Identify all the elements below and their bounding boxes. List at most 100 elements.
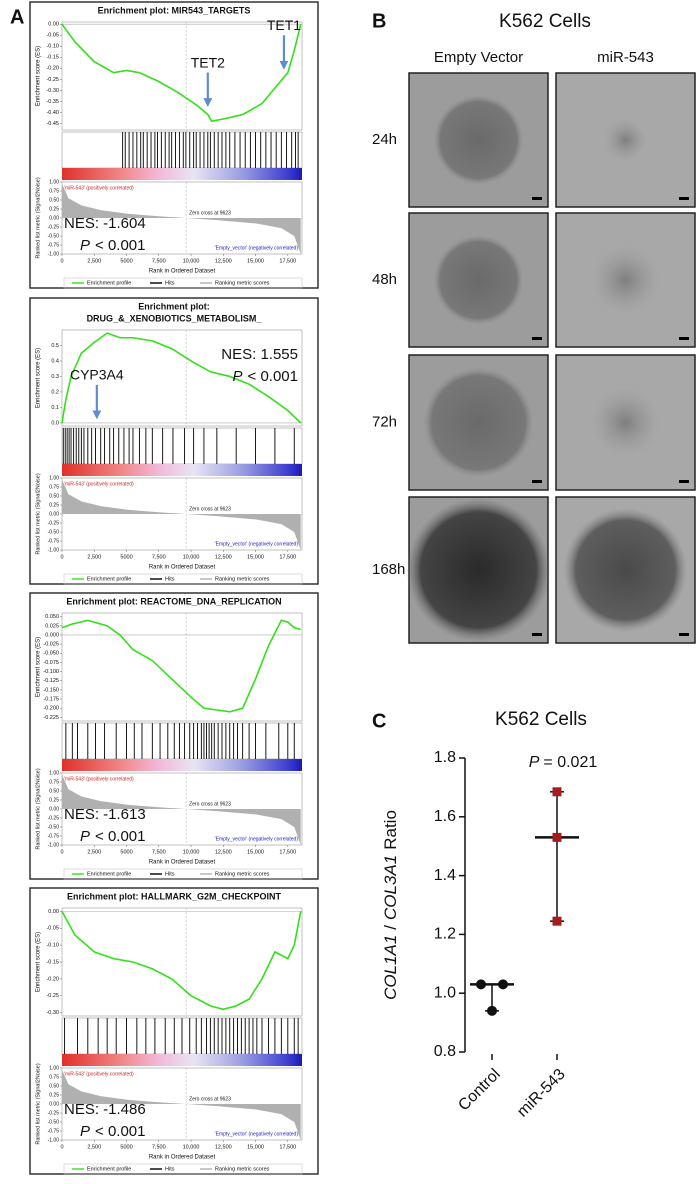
- x-tick-label: 5000: [120, 1144, 132, 1150]
- x-tick-label: 12,500: [215, 554, 232, 560]
- y-axis-label: Enrichment score (ES): [36, 932, 42, 992]
- y-tick-label: -0.05: [46, 926, 59, 932]
- ranking-metric: [62, 479, 301, 550]
- y-tick-label: 1.4: [434, 867, 456, 884]
- annotation-negative: 'Empty_vector' (negatively correlated): [215, 836, 299, 842]
- x-tick-label: 10,000: [183, 554, 200, 560]
- annotation-zero: Zero cross at 9623: [189, 506, 231, 512]
- p-text: = 0.021: [543, 754, 597, 771]
- y2-tick-label: 0.00: [49, 1101, 59, 1107]
- nes-label: NES: -1.613: [64, 806, 146, 823]
- y2-tick-label: -0.50: [48, 233, 60, 239]
- arrow-label: TET2: [191, 54, 225, 70]
- scale-bar: [532, 633, 542, 636]
- y-tick-label: -0.35: [46, 99, 59, 105]
- annotation-zero: Zero cross at 9623: [189, 1096, 231, 1102]
- y2-tick-label: -0.50: [48, 529, 60, 535]
- y2-tick-label: -0.75: [48, 538, 60, 544]
- annotation-positive: 'miR-543' (positively correlated): [64, 776, 134, 782]
- y-tick-label: -0.25: [46, 77, 59, 83]
- y2-tick-label: -0.25: [48, 815, 60, 821]
- plot-frame: [61, 612, 303, 722]
- y-axis-label: Enrichment score (ES): [36, 46, 42, 106]
- hits-frame: [61, 427, 303, 465]
- legend-label: Ranking metric scores: [215, 1166, 270, 1172]
- y2-tick-label: 0.50: [49, 1083, 59, 1089]
- x-tick-label: 5000: [120, 258, 132, 264]
- spheroid: [433, 235, 524, 325]
- y2-tick-label: -1.00: [48, 251, 60, 257]
- y-tick-label: 1.0: [434, 984, 456, 1001]
- spheroid: [603, 118, 648, 162]
- y-tick-label: -0.15: [46, 55, 59, 61]
- row-label: 72h: [372, 413, 397, 430]
- y2-tick-label: 0.50: [49, 788, 59, 794]
- x-tick-label: Control: [455, 1066, 504, 1115]
- x-tick-label: 12,500: [215, 258, 232, 264]
- y2-axis-label: Ranked list metric (Signal2Noise): [35, 473, 41, 554]
- scale-bar: [532, 197, 542, 200]
- x-tick-label: 17,500: [279, 258, 296, 264]
- p-text: < 0.001: [248, 368, 298, 385]
- x-axis-label: Rank in Ordered Dataset: [149, 269, 216, 275]
- p-text: < 0.001: [95, 1123, 145, 1140]
- y2-tick-label: 0.75: [49, 779, 59, 785]
- spheroid: [590, 245, 661, 315]
- legend-label: Ranking metric scores: [215, 871, 270, 877]
- legend-label: Enrichment profile: [87, 576, 131, 582]
- y2-tick-label: 0.25: [49, 206, 59, 212]
- annotation-negative: 'Empty_vector' (negatively correlated): [215, 541, 299, 547]
- rank-colorbar: [62, 759, 302, 771]
- y2-tick-label: 0.50: [49, 493, 59, 499]
- y-tick-label: -0.40: [46, 110, 59, 116]
- y-tick-label: -0.45: [46, 121, 59, 127]
- x-tick-label: 2,500: [87, 258, 101, 264]
- annotation-negative: 'Empty_vector' (negatively correlated): [215, 1131, 299, 1137]
- panel-label: C: [372, 710, 386, 732]
- legend-frame: [63, 573, 303, 585]
- x-tick-label: 7,500: [152, 849, 166, 855]
- y2-tick-label: -0.75: [48, 1128, 60, 1134]
- y-axis-label: Enrichment score (ES): [36, 637, 42, 697]
- y-tick-label: 0.00: [48, 22, 59, 28]
- y2-tick-label: -1.00: [48, 842, 60, 848]
- chart-title: Enrichment plot:: [138, 301, 210, 311]
- spheroid: [406, 498, 551, 642]
- spheroid: [590, 387, 661, 458]
- x-tick-label: 5000: [120, 554, 132, 560]
- y2-tick-label: 0.00: [49, 215, 59, 221]
- y-tick-label: -0.225: [43, 715, 59, 721]
- row-label: 48h: [372, 271, 397, 288]
- chart-title: K562 Cells: [495, 709, 587, 730]
- y2-tick-label: -0.25: [48, 1110, 60, 1116]
- x-axis-label: Rank in Ordered Dataset: [149, 565, 216, 571]
- column-label: miR-543: [597, 49, 654, 66]
- x-tick-label: 7,500: [152, 554, 166, 560]
- scale-bar: [532, 337, 542, 340]
- y2-tick-label: 0.25: [49, 797, 59, 803]
- arrow-label: TET1: [267, 17, 301, 33]
- y-label-gene: COL1A1: [381, 935, 400, 1000]
- legend-frame: [63, 1163, 303, 1175]
- panel-label: B: [372, 10, 386, 32]
- column-label: Empty Vector: [434, 49, 523, 66]
- ranking-metric: [62, 183, 301, 254]
- y-tick-label: 0.000: [45, 632, 59, 638]
- p-symbol: P: [80, 1123, 90, 1140]
- legend-label: Enrichment profile: [87, 871, 131, 877]
- hits-frame: [61, 722, 303, 760]
- y2-tick-label: 0.75: [49, 188, 59, 194]
- y2-tick-label: 1.00: [49, 475, 59, 481]
- x-tick-label: 2,500: [87, 1144, 101, 1150]
- data-point: [476, 979, 486, 990]
- scale-bar: [679, 337, 689, 340]
- y2-tick-label: 0.25: [49, 1092, 59, 1098]
- rank-colorbar: [62, 464, 302, 476]
- y2-tick-label: -1.00: [48, 1137, 60, 1143]
- y2-tick-label: 0.75: [49, 484, 59, 490]
- legend-label: Hits: [165, 280, 175, 286]
- p-symbol: P: [233, 368, 243, 385]
- x-tick-label: 10,000: [183, 849, 200, 855]
- x-tick-label: 12,500: [215, 849, 232, 855]
- x-axis-label: Rank in Ordered Dataset: [149, 860, 216, 866]
